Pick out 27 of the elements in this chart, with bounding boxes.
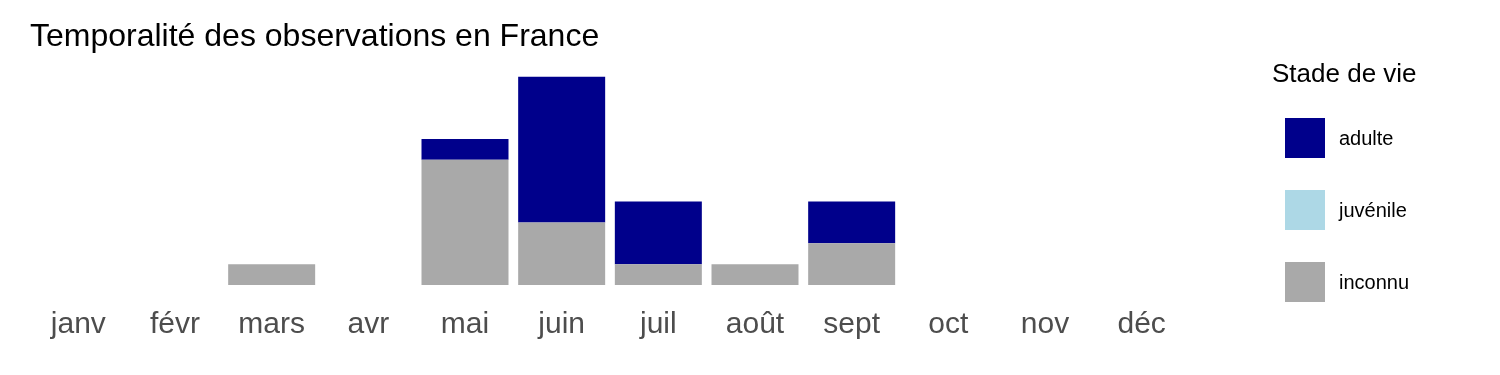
x-tick-label: mai: [440, 306, 490, 340]
legend-label: juvénile: [1339, 198, 1407, 222]
bar: [711, 264, 799, 285]
bar: [518, 76, 606, 223]
bar: [614, 201, 702, 265]
x-tick-label: oct: [928, 306, 969, 340]
bar: [808, 243, 896, 285]
legend-title: Stade de vie: [1272, 58, 1417, 89]
x-tick-label: avr: [347, 306, 390, 340]
x-tick-label: juin: [537, 306, 586, 340]
chart-title: Temporalité des observations en France: [30, 17, 600, 54]
x-tick-label: sept: [823, 306, 881, 340]
bar: [421, 159, 509, 285]
x-tick-label: févr: [149, 306, 201, 340]
legend-label: adulte: [1339, 126, 1394, 150]
x-tick-label: déc: [1117, 306, 1166, 340]
x-tick-label: nov: [1020, 306, 1070, 340]
bar: [518, 222, 606, 285]
bar: [808, 201, 896, 244]
bar: [228, 264, 316, 285]
x-tick-label: juil: [638, 306, 677, 340]
bar: [614, 264, 702, 285]
x-tick-label: janv: [49, 306, 106, 340]
x-tick-label: août: [725, 306, 785, 340]
bar: [421, 138, 509, 160]
legend-label: inconnu: [1339, 270, 1410, 294]
x-tick-label: mars: [238, 306, 305, 340]
